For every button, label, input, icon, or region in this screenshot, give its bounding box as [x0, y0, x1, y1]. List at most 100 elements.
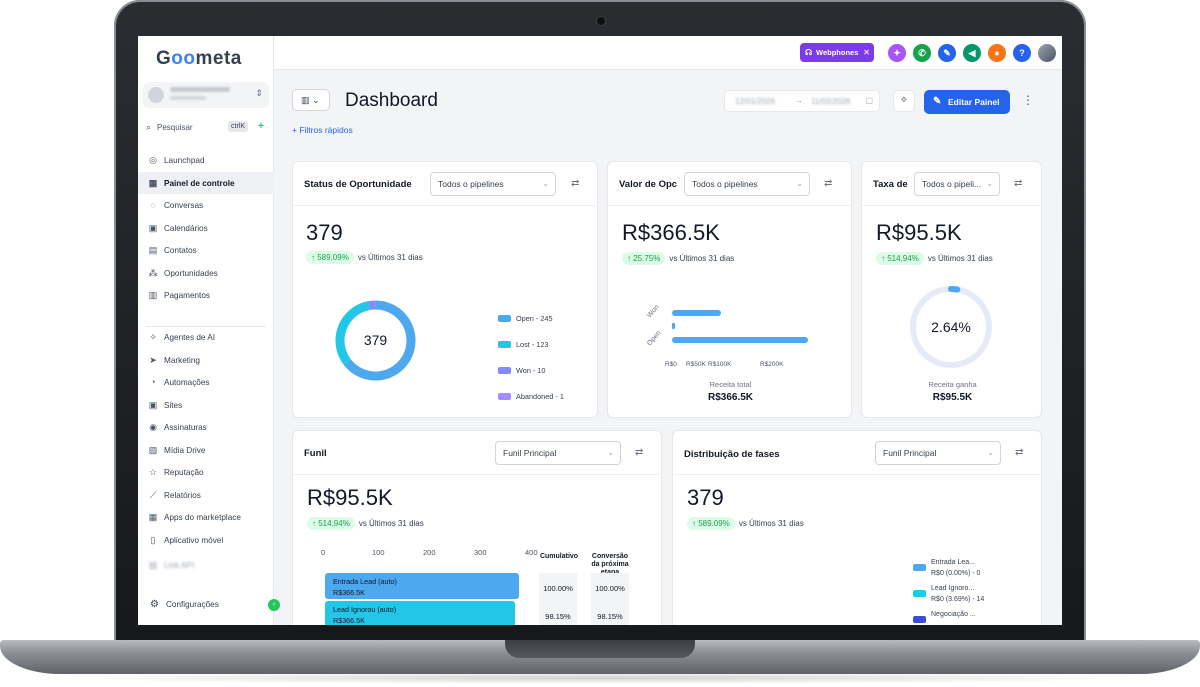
swap-icon[interactable]: ⇄: [1015, 447, 1024, 458]
legend-swatch: [913, 590, 926, 597]
megaphone-icon[interactable]: ◀: [963, 44, 981, 62]
trend-suffix: vs Últimos 31 dias: [669, 254, 735, 263]
phone-icon[interactable]: ✆: [913, 44, 931, 62]
magic-wand-button[interactable]: ✧: [893, 90, 915, 112]
sidebar-item-oportunidades[interactable]: ⁂ Oportunidades: [138, 262, 274, 285]
settings-label: Configurações: [166, 600, 219, 609]
legend-swatch: [498, 315, 511, 322]
trend-pill: ↑ 514.94%: [876, 252, 924, 265]
sidebar-item-label: Conversas: [164, 201, 204, 210]
sidebar-item-sites[interactable]: ▣ Sites: [138, 394, 274, 417]
sidebar-item-painel-de-controle[interactable]: ▦ Painel de controle: [138, 171, 274, 194]
send-icon: ➤: [149, 354, 157, 365]
funnel-stage-bar[interactable]: Lead Ignorou (auto) R$366.5K: [325, 601, 515, 625]
donut-center-label: 379: [364, 332, 388, 348]
cumulative-column: [539, 573, 577, 625]
trend-pill: ↑ 589.09%: [687, 517, 735, 530]
user-avatar[interactable]: [1038, 44, 1056, 62]
swap-icon[interactable]: ⇄: [635, 447, 644, 458]
chart-caption: Receita total: [709, 380, 752, 389]
chevron-down-icon: ⌄: [542, 179, 549, 188]
tag-icon[interactable]: ✎: [938, 44, 956, 62]
more-options-icon[interactable]: ⋮: [1022, 93, 1034, 107]
bar-open: [672, 337, 808, 343]
account-switcher[interactable]: ⇕: [143, 82, 269, 108]
card-opportunity-status: Status de Oportunidade Todos o pipelines…: [292, 161, 598, 418]
card-header: Status de Oportunidade Todos o pipelines…: [293, 162, 597, 206]
sidebar-item-conversas[interactable]: ◌ Conversas: [138, 194, 274, 217]
sidebar-item-contatos[interactable]: ▤ Contatos: [138, 239, 274, 262]
card-title: Funil: [304, 448, 327, 459]
trend: ↑ 25.75% vs Últimos 31 dias: [622, 252, 734, 265]
legend-sub: R$0 (3.69%) - 14: [931, 596, 985, 603]
layout-toggle-button[interactable]: ▥ ⌄: [292, 89, 330, 111]
trend-suffix: vs Últimos 31 dias: [927, 254, 993, 263]
bell-icon[interactable]: ●: [988, 44, 1006, 62]
page-title: Dashboard: [345, 90, 438, 111]
card-header: Funil Funil Principal ⌄ ⇄: [293, 431, 661, 475]
sidebar-item-label: Launchpad: [164, 156, 205, 165]
automation-icon: ◔: [150, 377, 156, 387]
sidebar-item-pagamentos[interactable]: ▥ Pagamentos: [138, 284, 274, 307]
pipeline-select[interactable]: Todos o pipelines ⌄: [430, 172, 556, 196]
pipeline-select-value: Todos o pipelines: [692, 179, 758, 189]
funnel-select[interactable]: Funil Principal ⌄: [495, 441, 621, 465]
sidebar-item-settings[interactable]: ⚙ Configurações ‹: [138, 594, 280, 616]
conversion-gauge: 2.64%: [910, 286, 992, 368]
sidebar-item-marketing[interactable]: ➤ Marketing: [138, 349, 274, 372]
legend-swatch: [498, 341, 511, 348]
swap-icon[interactable]: ⇄: [824, 178, 833, 189]
sidebar-item-launchpad[interactable]: ◎ Launchpad: [138, 149, 274, 172]
edit-dashboard-button[interactable]: ✎ Editar Painel: [924, 90, 1010, 114]
legend-item: Won - 10: [498, 366, 545, 375]
funnel-stage-bar[interactable]: Entrada Lead (auto) R$366.5K: [325, 573, 519, 599]
funnel-select[interactable]: Funil Principal ⌄: [875, 441, 1001, 465]
sites-icon: ▣: [148, 399, 158, 410]
legend-label: Open - 245: [516, 314, 553, 323]
badge-icon: ◉: [149, 422, 157, 432]
column-cumulative-header: Cumulativo: [539, 553, 579, 560]
quick-filters-link[interactable]: + Filtros rápidos: [292, 125, 353, 135]
swap-icon[interactable]: ⇄: [1014, 178, 1023, 189]
legend-item: Open - 245: [498, 314, 553, 323]
quick-add-icon[interactable]: +: [258, 121, 264, 132]
apps-icon: ▦: [148, 512, 158, 522]
start-date-redacted: 12/01/2026: [735, 97, 776, 106]
help-icon[interactable]: ?: [1013, 44, 1031, 62]
sidebar-search[interactable]: ⌕ Pesquisar ctrlK +: [144, 120, 268, 136]
account-name-redacted: [170, 87, 230, 92]
funnel-select-value: Funil Principal: [883, 448, 937, 458]
collapse-sidebar-icon[interactable]: ‹: [268, 599, 280, 611]
legend-label: Lost - 123: [516, 340, 549, 349]
sidebar-item-label: Oportunidades: [164, 268, 218, 278]
camera-icon: [597, 17, 605, 25]
legend-swatch: [913, 616, 926, 623]
sidebar-item-automa-es[interactable]: ◔ Automações: [138, 371, 274, 394]
sidebar-item-aplicativo-m-vel[interactable]: ▯ Aplicativo móvel: [138, 529, 274, 552]
sidebar-item-m-dia-drive[interactable]: ▨ Mídia Drive: [138, 439, 274, 462]
sidebar-item-relat-rios[interactable]: ⟋ Relatórios: [138, 484, 274, 507]
brand-logo[interactable]: Goometa: [156, 48, 242, 69]
funnel-stage-name: Entrada Lead (auto): [333, 577, 397, 586]
pipeline-select[interactable]: Todos o pipelines ⌄: [684, 172, 810, 196]
metric-value: R$95.5K: [307, 485, 393, 510]
sidebar-item-assinaturas[interactable]: ◉ Assinaturas: [138, 416, 274, 439]
pipeline-select[interactable]: Todos o pipeli... ⌄: [914, 172, 1000, 196]
sidebar-item-apps-do-marketplace[interactable]: ▦ Apps do marketplace: [138, 506, 274, 529]
conversion-column: [591, 573, 629, 625]
chart-caption-value: R$95.5K: [932, 392, 973, 403]
webphones-button[interactable]: ☊ Webphones ✕: [800, 43, 874, 62]
swap-icon[interactable]: ⇄: [571, 178, 580, 189]
chevron-down-icon: ⌄: [986, 179, 993, 188]
date-range-picker[interactable]: 12/01/2026 → 11/02/2026 ▢: [724, 90, 880, 112]
sidebar-item-reputa-o[interactable]: ☆ Reputação: [138, 461, 274, 484]
trend-pill: ↑ 514.94%: [307, 517, 355, 530]
ai-icon[interactable]: ✦: [888, 44, 906, 62]
edit-dashboard-label: Editar Painel: [948, 97, 1000, 107]
sidebar-item-redacted[interactable]: ▤ Link API: [138, 554, 274, 577]
close-icon[interactable]: ✕: [863, 48, 870, 57]
metric-value: 379: [687, 485, 724, 510]
sidebar-item-agentes-de-ai[interactable]: ✧ Agentes de AI: [138, 326, 274, 349]
column-conversion-header: Conversão da próxima etapa: [591, 553, 629, 576]
sidebar-item-calend-rios[interactable]: ▣ Calendários: [138, 217, 274, 240]
